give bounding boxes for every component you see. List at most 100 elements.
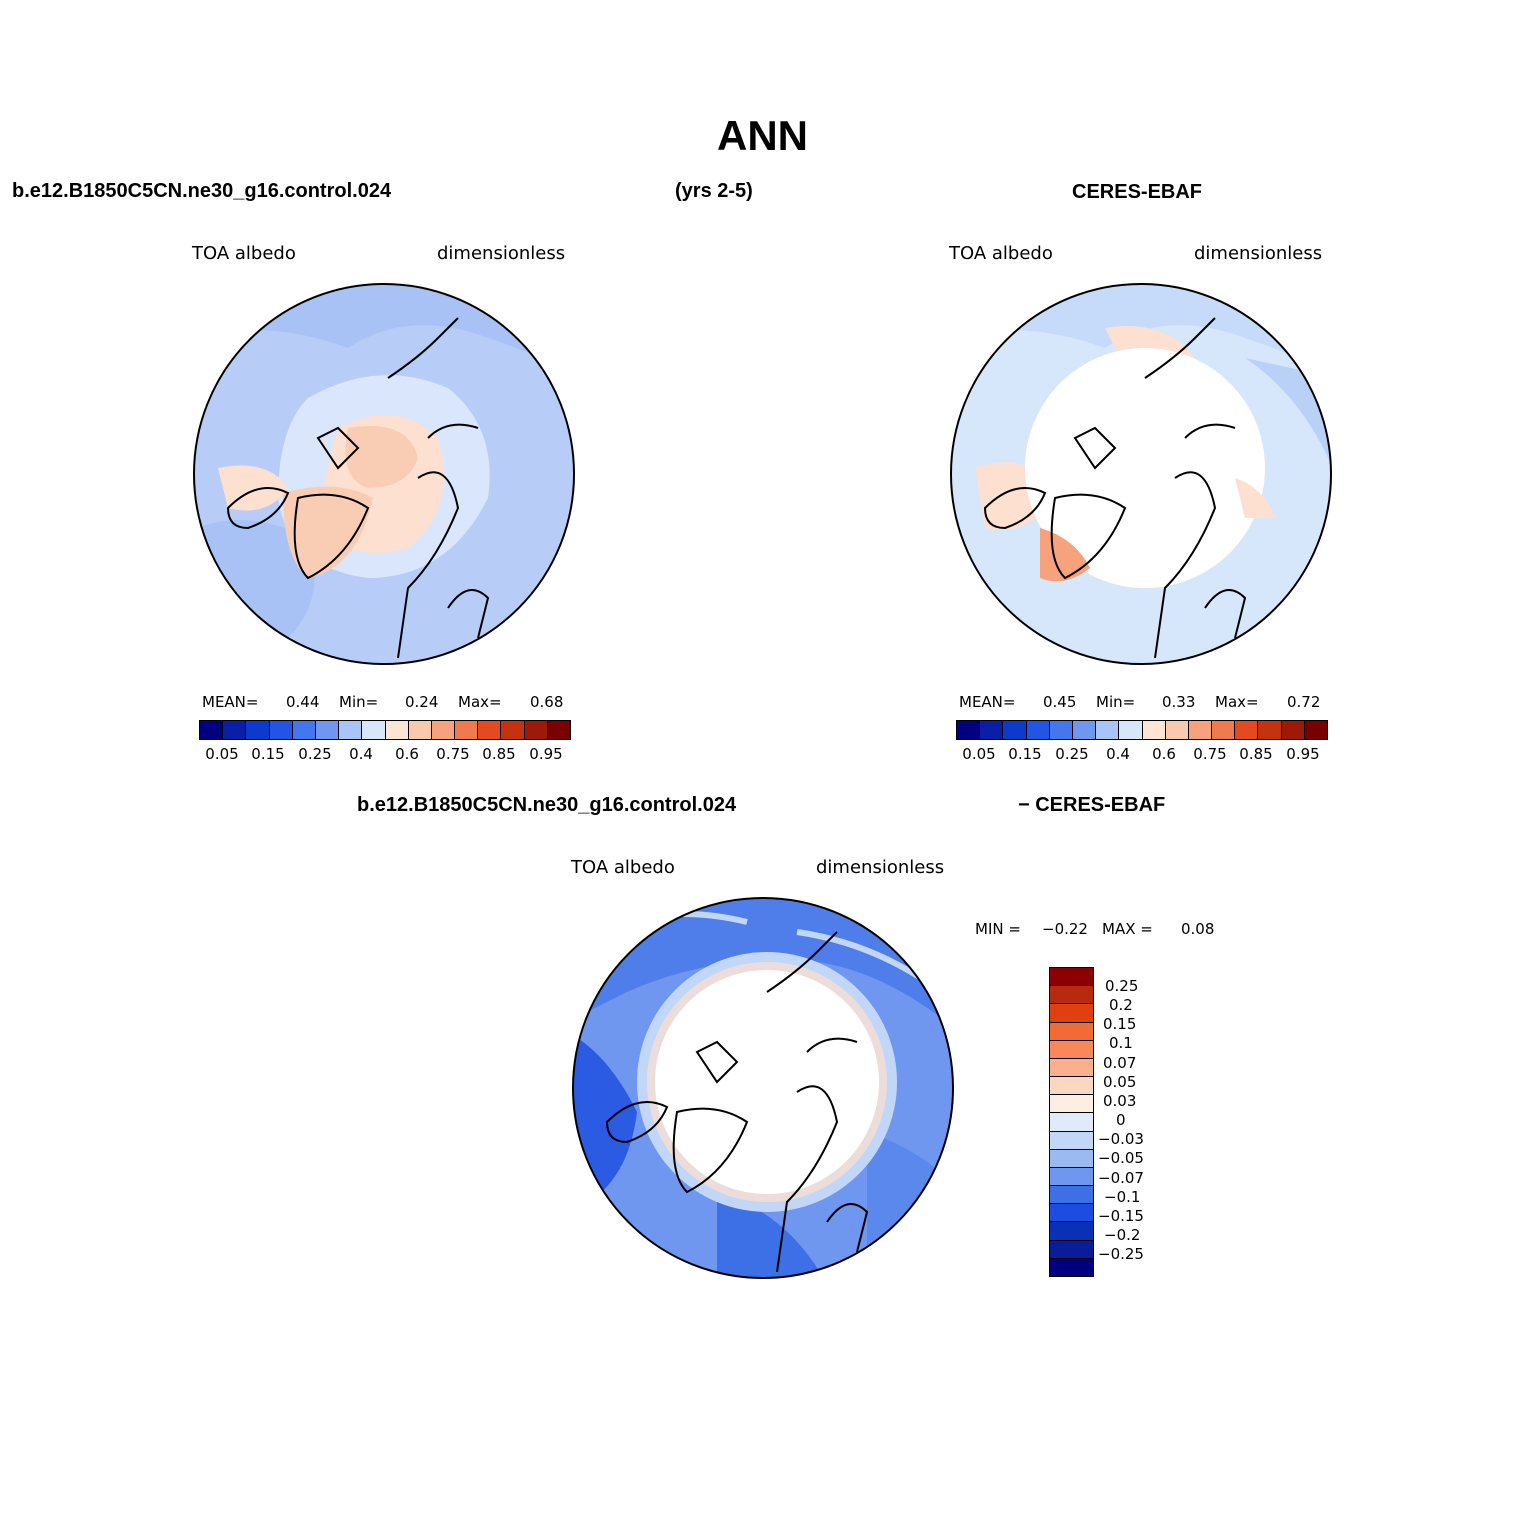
diff-colorbar-swatch xyxy=(1050,1077,1093,1096)
panel3-units: dimensionless xyxy=(816,857,945,878)
colorbar-swatch xyxy=(1165,721,1189,739)
colorbar-swatch xyxy=(362,721,386,739)
panel2-max-value: 0.72 xyxy=(1287,693,1321,711)
panel1-tick: 0.25 xyxy=(298,745,332,763)
diff-colorbar-swatch xyxy=(1050,968,1093,987)
diff-colorbar-swatch xyxy=(1050,1204,1093,1223)
panel3-map xyxy=(572,897,954,1279)
colorbar-swatch xyxy=(431,721,456,739)
panel3-min-label: MIN = xyxy=(975,920,1021,938)
diff-colorbar-swatch xyxy=(1050,1022,1093,1041)
diff-colorbar-swatch xyxy=(1050,986,1093,1005)
panel1-tick: 0.15 xyxy=(251,745,285,763)
years-label: (yrs 2-5) xyxy=(675,180,753,202)
diff-tick: 0.03 xyxy=(1103,1092,1137,1110)
panel1-tick: 0.85 xyxy=(482,745,516,763)
colorbar-swatch xyxy=(478,721,502,739)
panel1-min-label: Min= xyxy=(339,693,379,711)
colorbar-swatch xyxy=(315,721,340,739)
diff-colorbar-swatch xyxy=(1050,1167,1093,1187)
diff-colorbar-swatch xyxy=(1050,1058,1093,1078)
diff-tick: 0.05 xyxy=(1103,1073,1137,1091)
panel1-tick: 0.05 xyxy=(205,745,239,763)
panel2-tick: 0.4 xyxy=(1106,745,1130,763)
colorbar-swatch xyxy=(200,721,224,739)
colorbar-swatch xyxy=(1142,721,1166,739)
diff-tick: 0.1 xyxy=(1109,1034,1133,1052)
panel1-tick: 0.4 xyxy=(349,745,373,763)
panel1-units: dimensionless xyxy=(437,243,566,264)
panel2-tick: 0.85 xyxy=(1239,745,1273,763)
colorbar-swatch xyxy=(524,721,548,739)
diff-colorbar-swatch xyxy=(1050,1149,1093,1168)
colorbar-swatch xyxy=(408,721,432,739)
panel2-tick: 0.6 xyxy=(1152,745,1176,763)
diff-tick: 0.25 xyxy=(1105,977,1139,995)
diff-colorbar-swatch xyxy=(1050,1258,1093,1276)
colorbar-swatch xyxy=(269,721,293,739)
panel1-tick: 0.75 xyxy=(436,745,470,763)
diff-tick: −0.25 xyxy=(1098,1245,1144,1263)
colorbar-swatch xyxy=(292,721,316,739)
obs-name-bottom: − CERES-EBAF xyxy=(1018,794,1166,816)
diff-colorbar-swatch xyxy=(1050,1240,1093,1259)
colorbar-swatch xyxy=(1235,721,1259,739)
panel2-tick: 0.15 xyxy=(1008,745,1042,763)
panel3-max-value: 0.08 xyxy=(1181,920,1215,938)
panel2-tick: 0.75 xyxy=(1193,745,1227,763)
colorbar-swatch xyxy=(246,721,270,739)
difference-colorbar-labels: 0.25 0.2 0.15 0.1 0.07 0.05 0.03 0 −0.03… xyxy=(1096,967,1156,1275)
colorbar-swatch xyxy=(1212,721,1236,739)
diff-colorbar-swatch xyxy=(1050,1222,1093,1241)
panel3-min-value: −0.22 xyxy=(1042,920,1088,938)
diff-tick: 0.2 xyxy=(1109,996,1133,1014)
panel2-variable: TOA albedo xyxy=(949,243,1053,264)
panel3-variable: TOA albedo xyxy=(571,857,675,878)
panel1-min-value: 0.24 xyxy=(405,693,439,711)
panel2-mean-value: 0.45 xyxy=(1043,693,1077,711)
panel1-max-label: Max= xyxy=(458,693,502,711)
panel2-min-value: 0.33 xyxy=(1162,693,1196,711)
colorbar-swatch xyxy=(1026,721,1050,739)
diff-tick: −0.15 xyxy=(1098,1207,1144,1225)
colorbar-swatch xyxy=(1072,721,1097,739)
colorbar-swatch xyxy=(1096,721,1120,739)
panel1-mean-label: MEAN= xyxy=(202,693,259,711)
diff-tick: −0.2 xyxy=(1104,1226,1141,1244)
diff-colorbar-swatch xyxy=(1050,1004,1093,1023)
colorbar-swatch xyxy=(1258,721,1282,739)
obs-name-top: CERES-EBAF xyxy=(1072,181,1203,203)
diff-tick: 0.07 xyxy=(1103,1054,1137,1072)
diff-tick: 0 xyxy=(1116,1111,1126,1129)
diff-tick: −0.07 xyxy=(1098,1169,1144,1187)
panel1-max-value: 0.68 xyxy=(530,693,564,711)
colorbar-swatch xyxy=(1188,721,1213,739)
panel1-colorbar xyxy=(199,720,571,740)
panel1-mean-value: 0.44 xyxy=(286,693,320,711)
difference-colorbar xyxy=(1049,967,1094,1277)
panel2-map xyxy=(950,283,1332,665)
panel3-max-label: MAX = xyxy=(1102,920,1153,938)
panel2-colorbar xyxy=(956,720,1328,740)
colorbar-swatch xyxy=(1119,721,1143,739)
colorbar-swatch xyxy=(1304,721,1327,739)
page-title: ANN xyxy=(717,112,808,159)
panel2-tick: 0.25 xyxy=(1055,745,1089,763)
case-name-bottom: b.e12.B1850C5CN.ne30_g16.control.024 xyxy=(357,794,737,816)
diff-tick: −0.05 xyxy=(1098,1149,1144,1167)
colorbar-swatch xyxy=(957,721,981,739)
colorbar-swatch xyxy=(1049,721,1073,739)
panel1-variable: TOA albedo xyxy=(192,243,296,264)
colorbar-swatch xyxy=(223,721,247,739)
diff-colorbar-swatch xyxy=(1050,1186,1093,1205)
diff-colorbar-swatch xyxy=(1050,1095,1093,1114)
colorbar-swatch xyxy=(1003,721,1027,739)
diff-tick: 0.15 xyxy=(1103,1015,1137,1033)
colorbar-swatch xyxy=(339,721,363,739)
panel2-max-label: Max= xyxy=(1215,693,1259,711)
diff-colorbar-swatch xyxy=(1050,1040,1093,1059)
panel1-tick: 0.6 xyxy=(395,745,419,763)
panel2-mean-label: MEAN= xyxy=(959,693,1016,711)
panel2-tick: 0.05 xyxy=(962,745,996,763)
diff-colorbar-swatch xyxy=(1050,1131,1093,1150)
